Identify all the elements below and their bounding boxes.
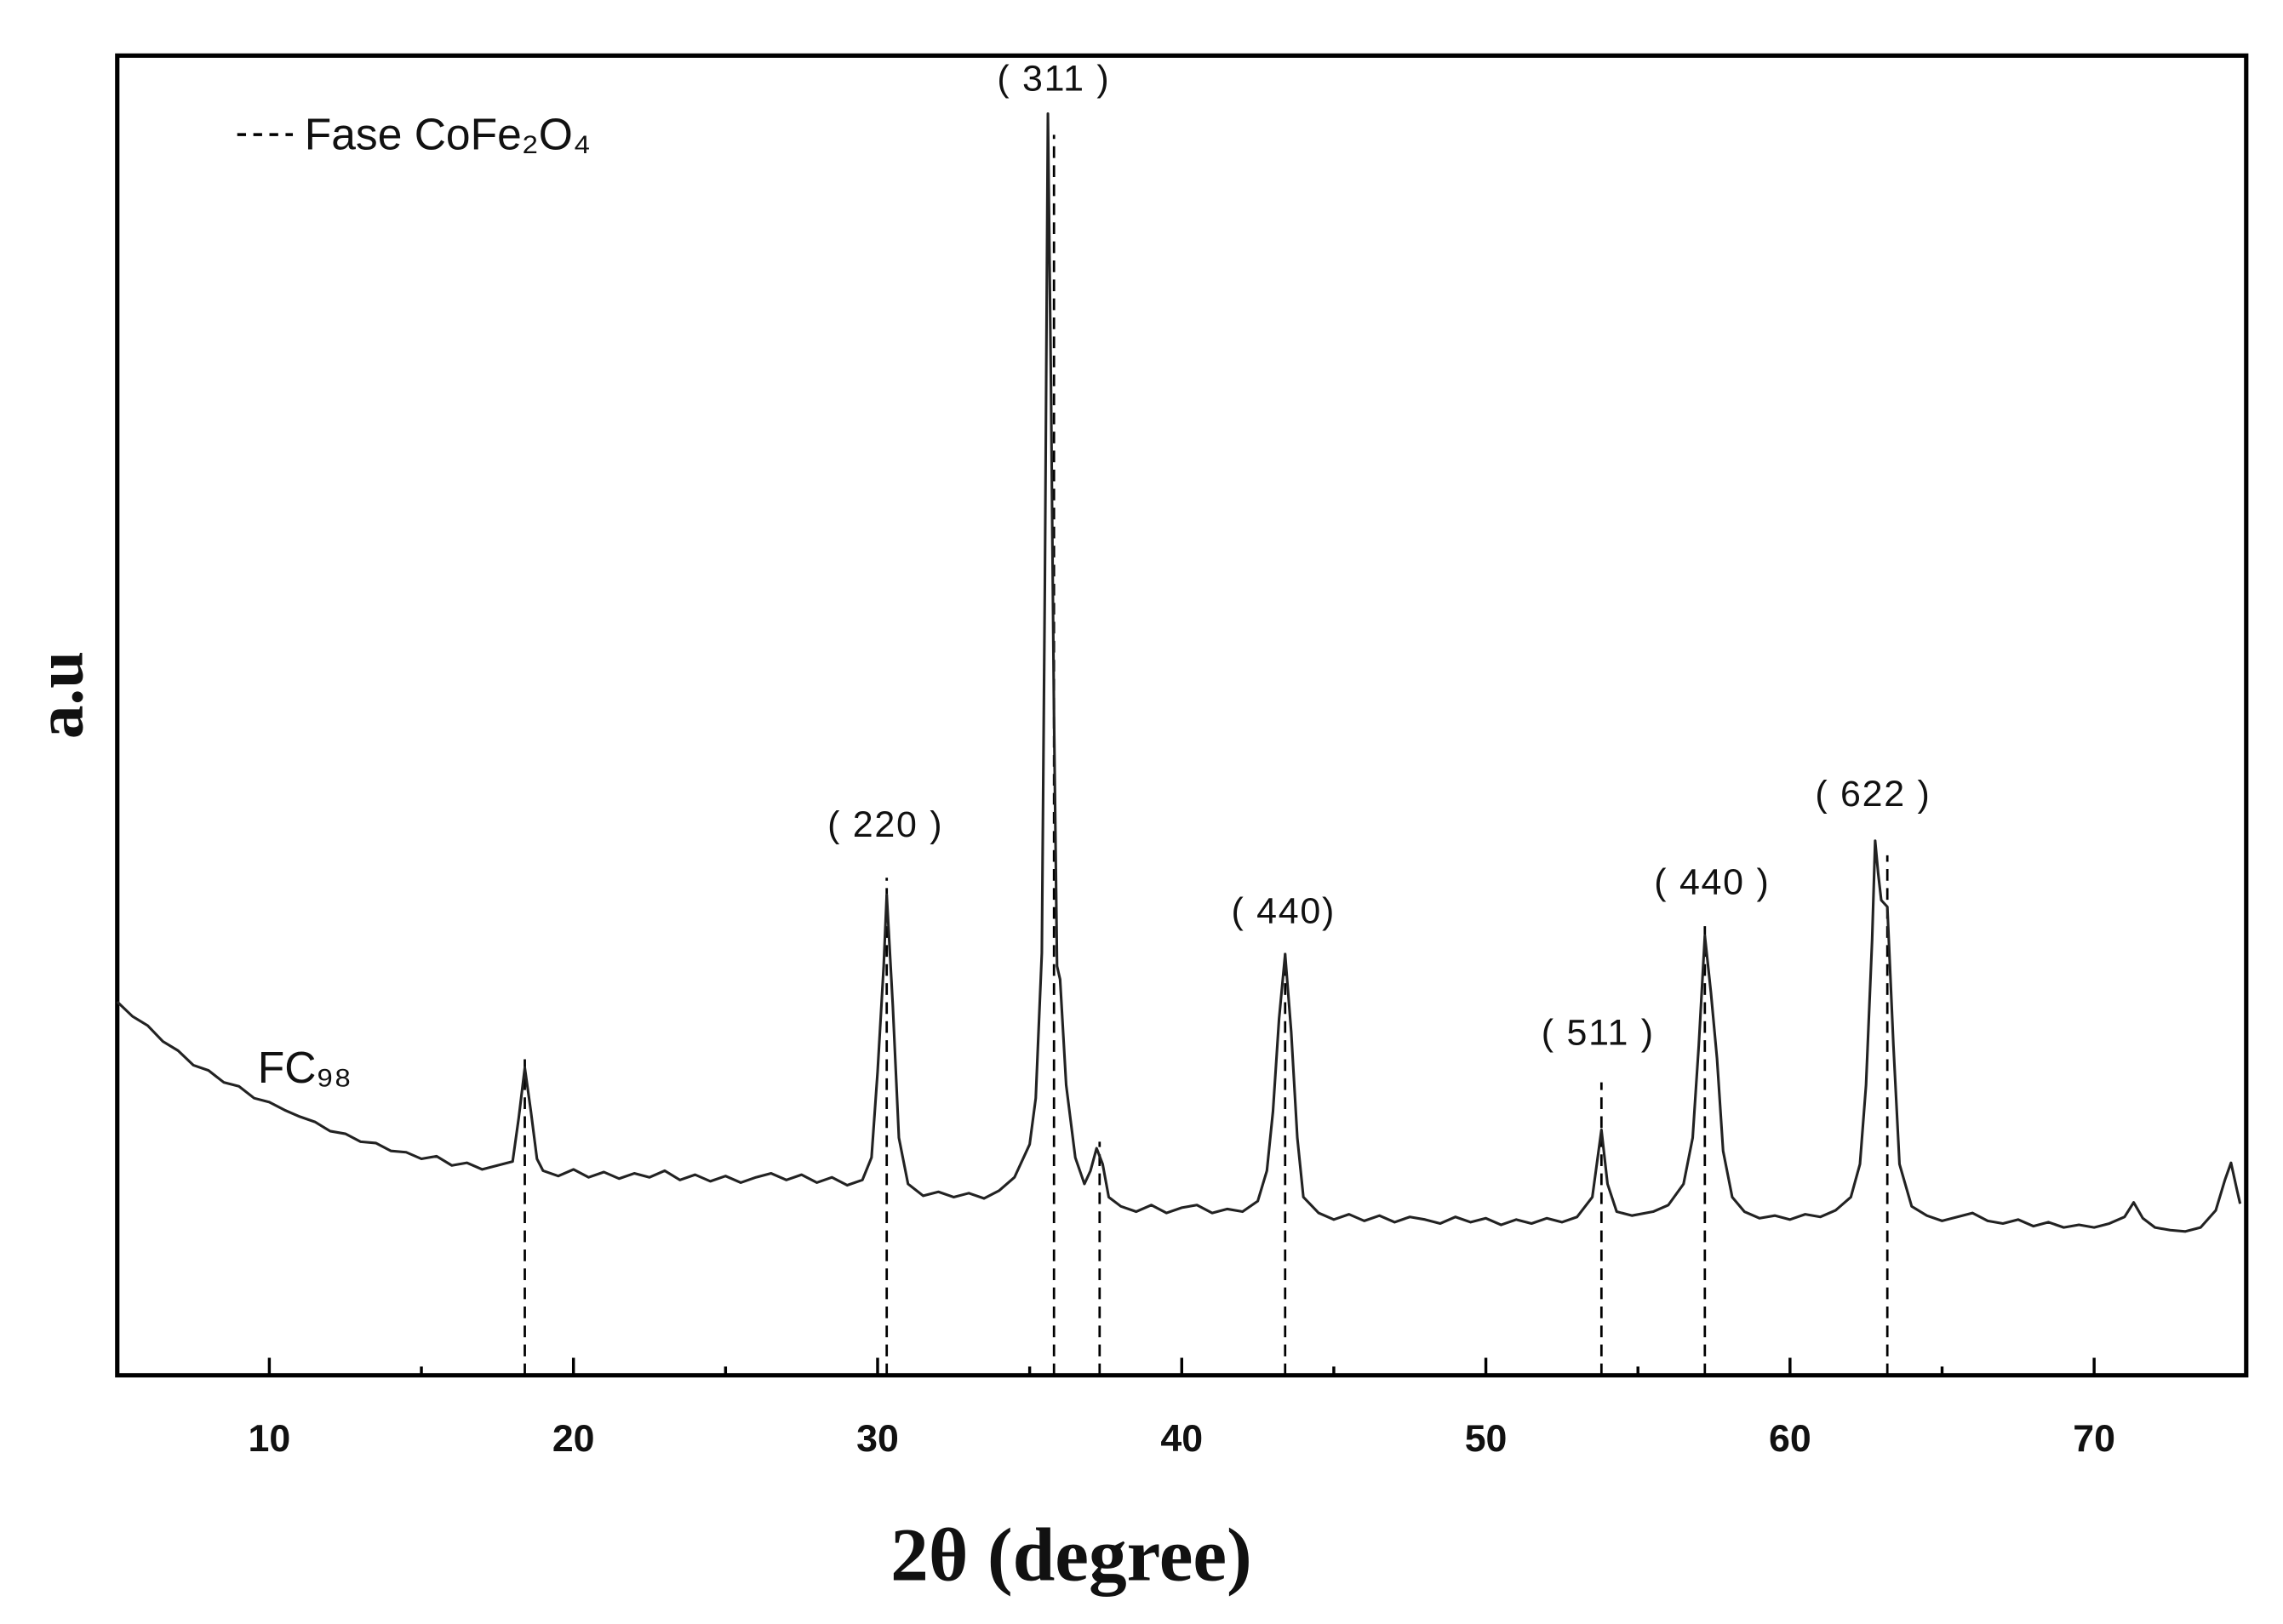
- peak-label: ( 311 ): [997, 59, 1110, 100]
- peak-label: ( 511 ): [1542, 1012, 1655, 1053]
- peak-label: ( 622 ): [1815, 774, 1931, 815]
- peak-label: ( 440 ): [1654, 861, 1770, 902]
- x-tick-label: 50: [1465, 1418, 1508, 1460]
- y-axis-title: a.u: [24, 651, 98, 739]
- x-tick-label: 70: [2073, 1418, 2115, 1460]
- series-label: FC₉₈: [258, 1043, 352, 1092]
- plot-frame: [115, 53, 2249, 1378]
- x-tick-label: 20: [552, 1418, 595, 1460]
- x-tick-label: 60: [1769, 1418, 1811, 1460]
- x-tick-label: 40: [1160, 1418, 1203, 1460]
- legend-label: Fase CoFe₂O₄: [305, 109, 591, 158]
- peak-label: ( 220 ): [827, 804, 943, 845]
- data-line: [116, 112, 2242, 1233]
- x-tick-label: 10: [249, 1418, 291, 1460]
- peak-label: ( 440): [1231, 891, 1336, 932]
- x-tick-label: 30: [856, 1418, 899, 1460]
- x-axis-title: 2θ (degree): [890, 1512, 1252, 1597]
